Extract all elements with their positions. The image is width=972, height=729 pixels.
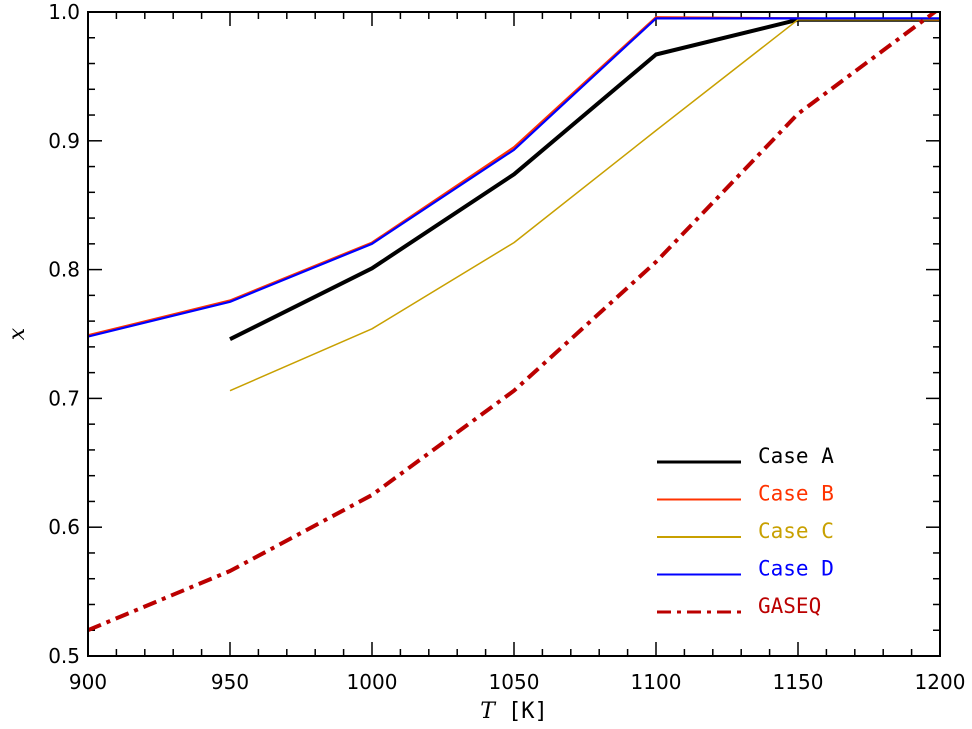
x-tick-label: 1000 [347,670,398,694]
y-tick-label: 0.5 [48,644,80,668]
series-line-case-a [229,17,940,341]
legend-label-gaseq: GASEQ [758,594,821,618]
x-tick-label: 900 [69,670,107,694]
series-line-case-c [229,18,940,392]
legend-label-case-b: Case B [758,482,834,506]
y-tick-label: 1.0 [48,0,80,24]
x-axis-label: T [K] [480,699,547,724]
x-axis-variable: T [480,699,497,724]
series-line-gaseq [88,12,939,633]
y-tick-label: 0.6 [48,515,80,539]
y-tick-labels: 0.5 0.6 0.7 0.8 0.9 1.0 [48,0,80,668]
legend: Case A Case B Case C Case D GASEQ [657,444,834,618]
legend-label-case-a: Case A [758,444,834,468]
legend-label-case-c: Case C [758,519,834,543]
x-tick-labels: 900 950 1000 1050 1100 1150 1200 [69,670,966,694]
x-axis-unit: [K] [508,699,548,724]
series-lines [88,12,940,633]
x-tick-label: 1200 [915,670,966,694]
legend-label-case-d: Case D [758,557,834,581]
x-tick-label: 1050 [489,670,540,694]
x-tick-label: 1100 [631,670,682,694]
y-tick-label: 0.9 [48,129,80,153]
y-tick-label: 0.8 [48,258,80,282]
plot-frame [87,11,941,657]
y-axis-label: x [5,327,30,340]
x-tick-label: 1150 [773,670,824,694]
series-line-case-d [88,17,940,338]
x-tick-label: 950 [211,670,249,694]
y-tick-label: 0.7 [48,386,80,410]
